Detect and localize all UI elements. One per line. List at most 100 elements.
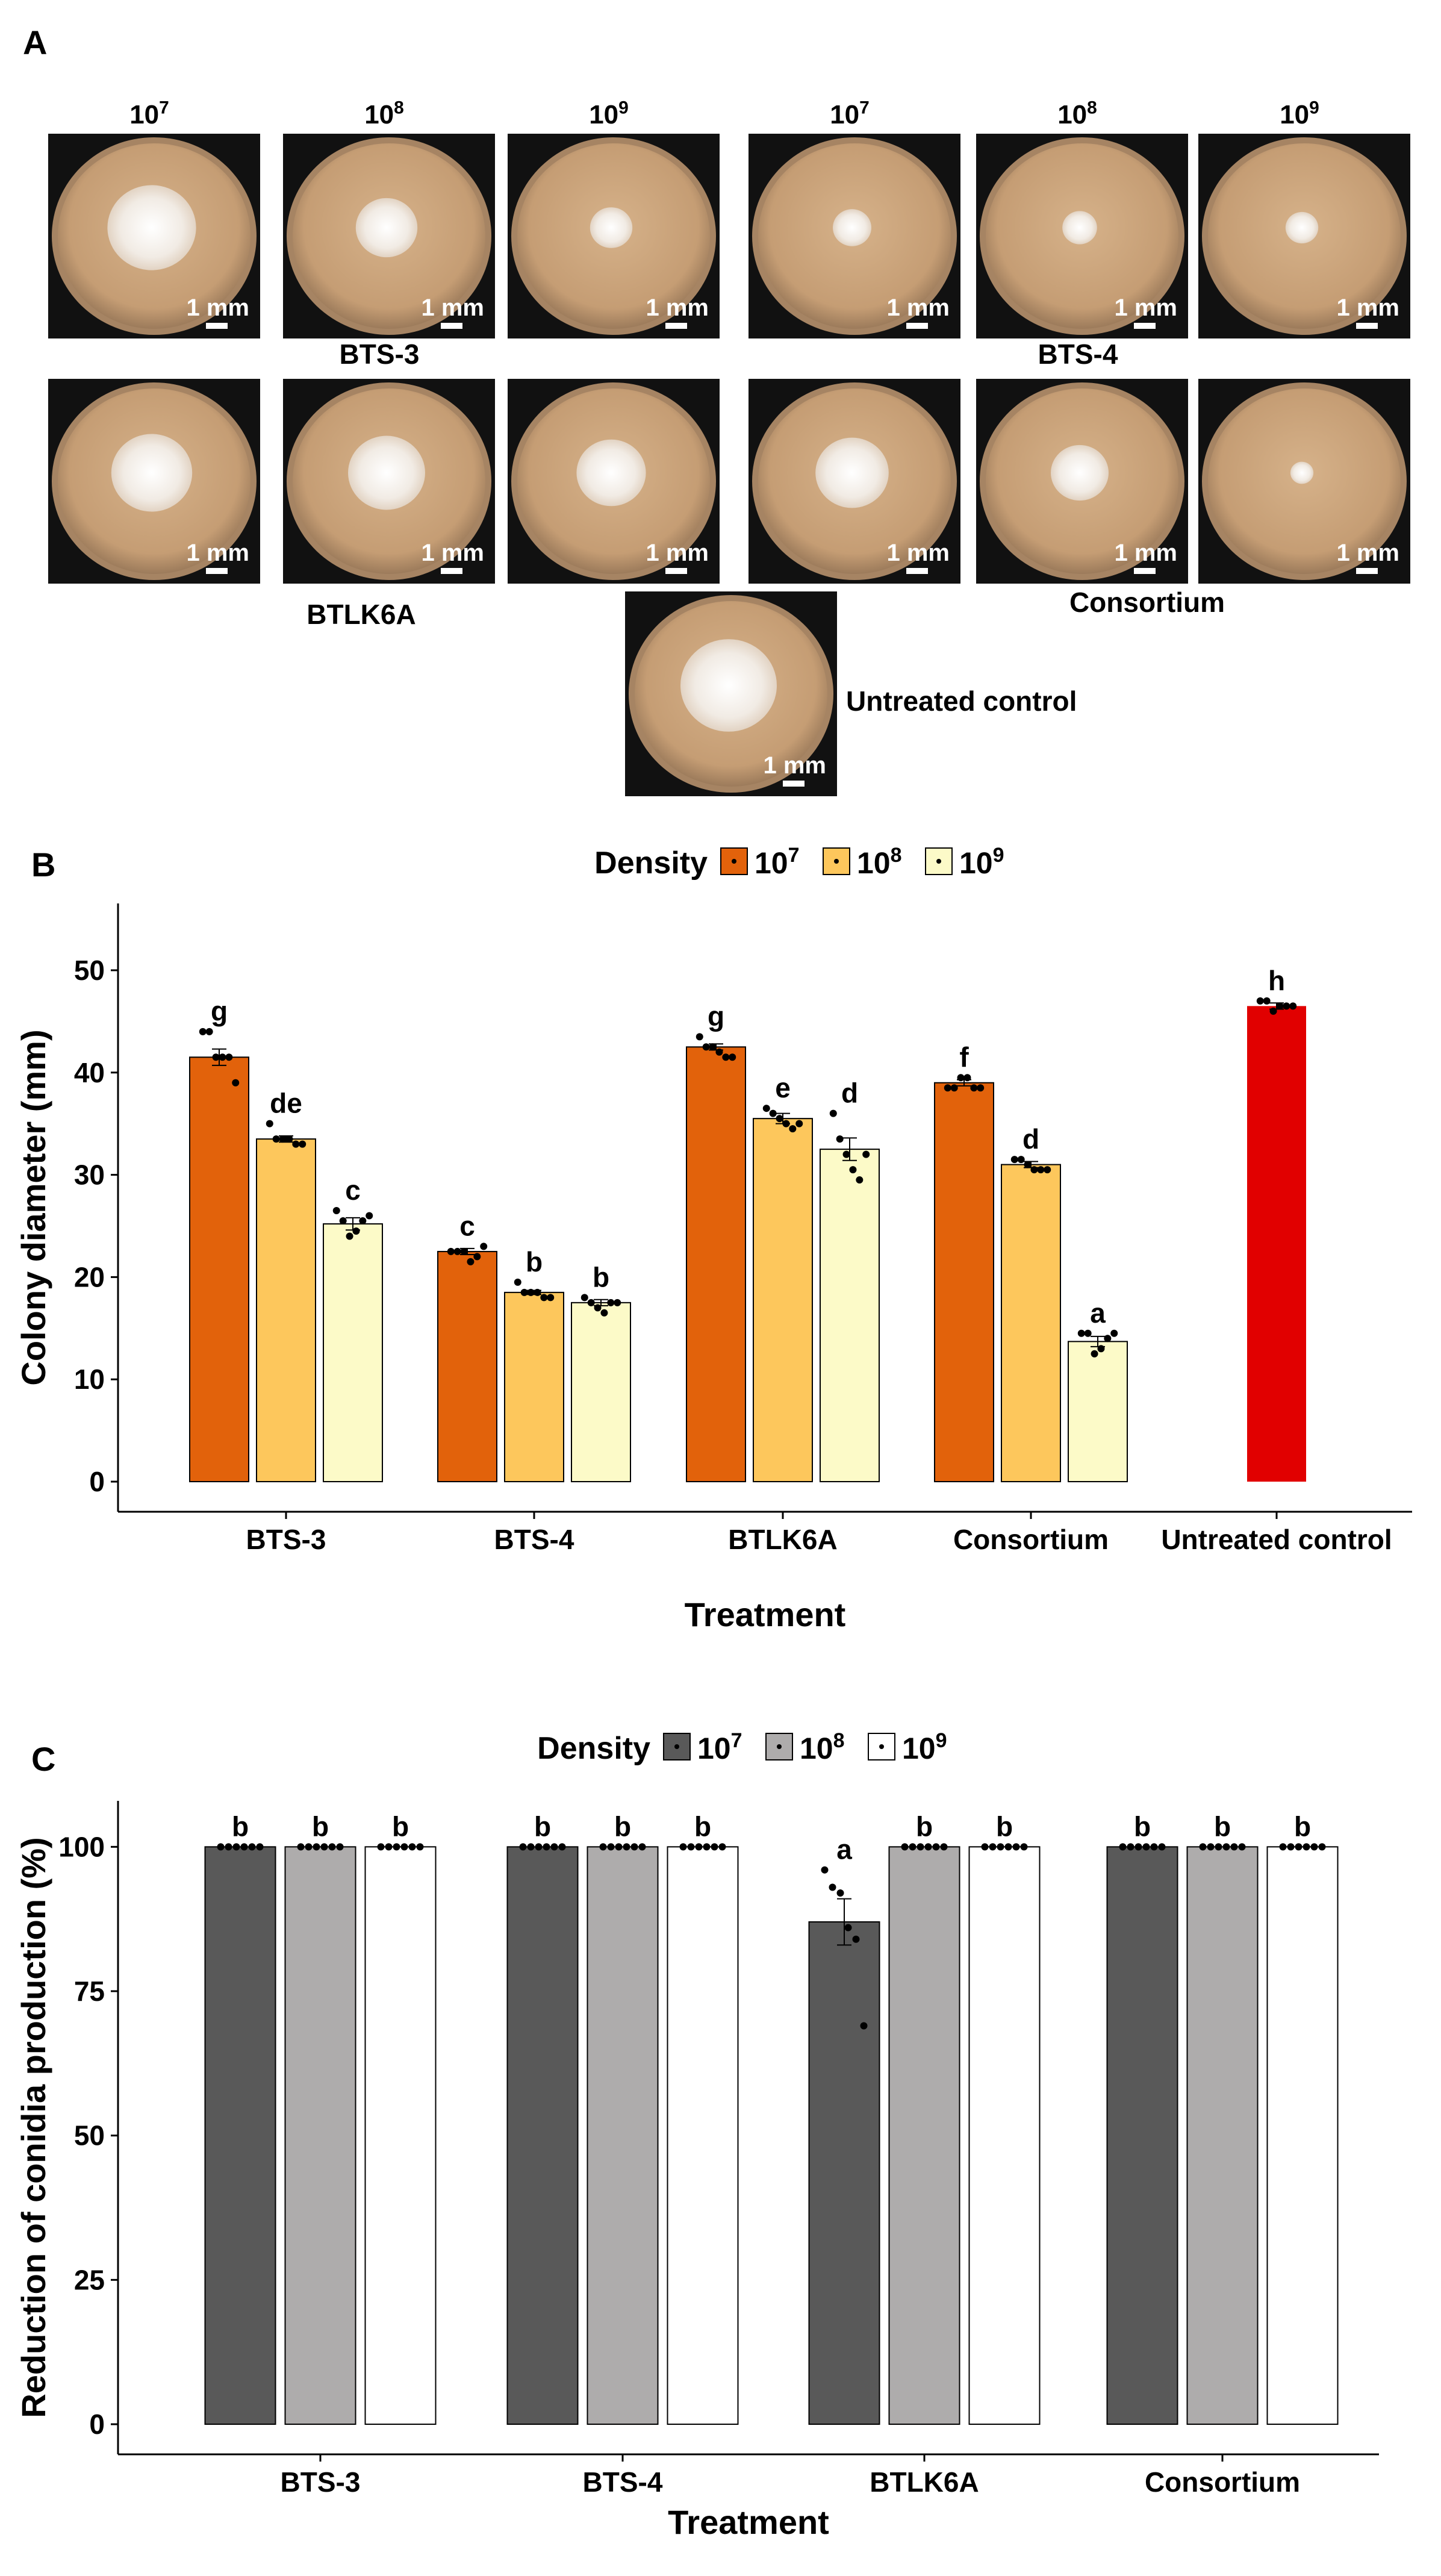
point-3-3-3 <box>997 1843 1004 1851</box>
point-1-2-1 <box>266 1120 273 1127</box>
x-tick-label-2: BTS-4 <box>583 2466 663 2498</box>
point-2-3-6 <box>614 1299 621 1306</box>
plate-r1-c1-scale-label: 1 mm <box>187 295 250 321</box>
density-header-4: 107 <box>830 98 870 129</box>
point-1-3-5 <box>359 1217 367 1224</box>
legend-label-3: 109 <box>959 844 1004 880</box>
plate-r1-c4-scale-label: 1 mm <box>887 295 950 321</box>
bar-bts-4-10e9 <box>667 1846 739 2425</box>
point-4-2-1 <box>1010 1156 1018 1164</box>
point-3-3-2 <box>836 1135 844 1143</box>
bar-consortium-10e9 <box>1266 1846 1339 2425</box>
panel-label-b: B <box>31 846 55 884</box>
x-tick-label-3: BTLK6A <box>870 2466 979 2498</box>
point-4-3-1 <box>1077 1329 1085 1337</box>
plate-r2-c2-scale-label: 1 mm <box>422 540 485 566</box>
bar-consortium-10e7 <box>934 1082 994 1482</box>
density-header-6-base: 10 <box>1280 100 1309 129</box>
point-4-3-6 <box>1110 1329 1118 1337</box>
density-header-3-base: 10 <box>589 100 618 129</box>
point-1-3-1 <box>377 1843 385 1851</box>
plate-r2-c6-scale-bar <box>1356 568 1378 574</box>
density-header-3-exponent: 9 <box>618 98 629 117</box>
group-label-control: Untreated control <box>846 685 1077 717</box>
bar-bts-4-10e7 <box>437 1250 497 1483</box>
bar-btlk6a-10e7 <box>808 1921 880 2425</box>
plate-r2-c5-colony <box>1051 444 1109 501</box>
bar-untreated-control-control <box>1247 1006 1306 1482</box>
plate-untreated-control-scale-label: 1 mm <box>764 752 827 779</box>
point-2-1-2 <box>453 1247 461 1255</box>
point-3-2-5 <box>932 1843 940 1851</box>
sig-letter-3-2: e <box>775 1072 791 1103</box>
density-header-2-exponent: 8 <box>394 98 404 117</box>
point-4-2-4 <box>1222 1843 1230 1851</box>
y-tick-label-30: 30 <box>74 1159 105 1191</box>
sig-letter-1-2: de <box>270 1088 302 1119</box>
bar-bts-3-10e7 <box>189 1056 249 1482</box>
density-header-2-base: 10 <box>364 100 394 129</box>
point-2-2-6 <box>547 1294 555 1302</box>
sig-letter-4-2: b <box>1214 1810 1231 1842</box>
point-2-1-2 <box>527 1843 535 1851</box>
point-3-1-6 <box>860 2022 868 2030</box>
point-3-1-3 <box>709 1043 717 1051</box>
point-2-2-5 <box>540 1294 548 1302</box>
legend-label-2: 108 <box>857 844 902 880</box>
plate-r1-c3-colony <box>590 207 633 248</box>
sig-letter-3-1: g <box>708 1000 724 1032</box>
point-2-3-2 <box>587 1299 595 1306</box>
point-4-3-2 <box>1084 1329 1092 1337</box>
legend-point-2 <box>777 1744 782 1749</box>
point-2-2-3 <box>615 1843 623 1851</box>
y-tick-label-75: 75 <box>74 1976 105 2007</box>
legend-label-3-exponent: 9 <box>936 1729 947 1752</box>
x-tick-label-1: BTS-3 <box>281 2466 361 2498</box>
y-tick-label-10: 10 <box>74 1364 105 1395</box>
plate-r2-c3-scale-bar <box>665 568 687 574</box>
point-3-2-4 <box>782 1120 790 1127</box>
density-header-2: 108 <box>364 98 404 129</box>
density-header-6: 109 <box>1280 98 1319 129</box>
y-tick-label-50: 50 <box>74 2120 105 2151</box>
sig-letter-3-2: b <box>916 1810 933 1842</box>
point-4-1-6 <box>1158 1843 1166 1851</box>
legend-title: Density <box>594 846 708 881</box>
point-4-3-6 <box>1318 1843 1326 1851</box>
point-2-2-4 <box>534 1288 541 1296</box>
bar-bts-4-10e8 <box>504 1291 564 1483</box>
plate-r2-c4-scale-label: 1 mm <box>887 540 950 566</box>
point-3-2-2 <box>769 1109 777 1117</box>
point-4-2-5 <box>1230 1843 1238 1851</box>
density-header-1-exponent: 7 <box>159 98 169 117</box>
point-4-1-4 <box>963 1074 971 1082</box>
plate-r1-c1: 1 mm <box>48 134 260 338</box>
plate-r2-c1-colony <box>111 434 193 512</box>
point-3-2-2 <box>909 1843 917 1851</box>
plate-r1-c1-colony <box>107 185 196 270</box>
plate-r1-c2: 1 mm <box>283 134 495 338</box>
point-2-1-5 <box>550 1843 558 1851</box>
plate-r1-c5-scale-bar <box>1134 323 1156 329</box>
point-5-4-4 <box>1276 1002 1284 1010</box>
point-4-3-5 <box>1104 1335 1112 1343</box>
bar-btlk6a-10e8 <box>888 1846 960 2425</box>
point-2-2-1 <box>599 1843 607 1851</box>
plate-r1-c6-scale-bar <box>1356 323 1378 329</box>
point-2-2-3 <box>527 1288 535 1296</box>
point-3-1-4 <box>844 1924 852 1932</box>
point-1-3-4 <box>352 1227 360 1235</box>
legend-label-2: 108 <box>800 1729 845 1765</box>
point-1-2-2 <box>305 1843 313 1851</box>
density-header-1: 107 <box>129 98 169 129</box>
plate-grid: 1 mm 1 mm 1 mm 1 mm 1 mm 1 mm 1 mm 1 mm 1 mm 1 mm… <box>48 134 1410 796</box>
point-4-2-2 <box>1207 1843 1215 1851</box>
plate-r1-c6-colony <box>1285 211 1319 244</box>
point-2-1-6 <box>480 1243 488 1250</box>
point-1-2-4 <box>320 1843 328 1851</box>
point-2-2-2 <box>520 1288 528 1296</box>
plate-untreated-control: 1 mm <box>625 591 837 796</box>
point-4-3-4 <box>1097 1345 1105 1353</box>
